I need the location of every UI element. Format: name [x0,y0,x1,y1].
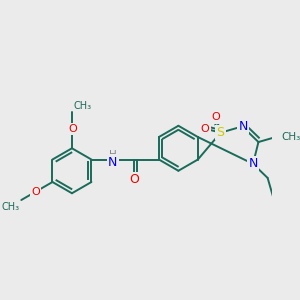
Text: CH₃: CH₃ [281,132,300,142]
Text: O: O [212,112,220,122]
Text: H: H [109,150,117,160]
Text: N: N [248,158,258,170]
Text: CH₃: CH₃ [2,202,20,212]
Text: N: N [108,156,118,169]
Text: N: N [238,120,248,133]
Text: O: O [68,124,77,134]
Text: O: O [201,124,210,134]
Text: O: O [32,187,40,196]
Text: O: O [129,173,139,186]
Text: S: S [217,126,225,139]
Text: CH₃: CH₃ [74,100,92,110]
